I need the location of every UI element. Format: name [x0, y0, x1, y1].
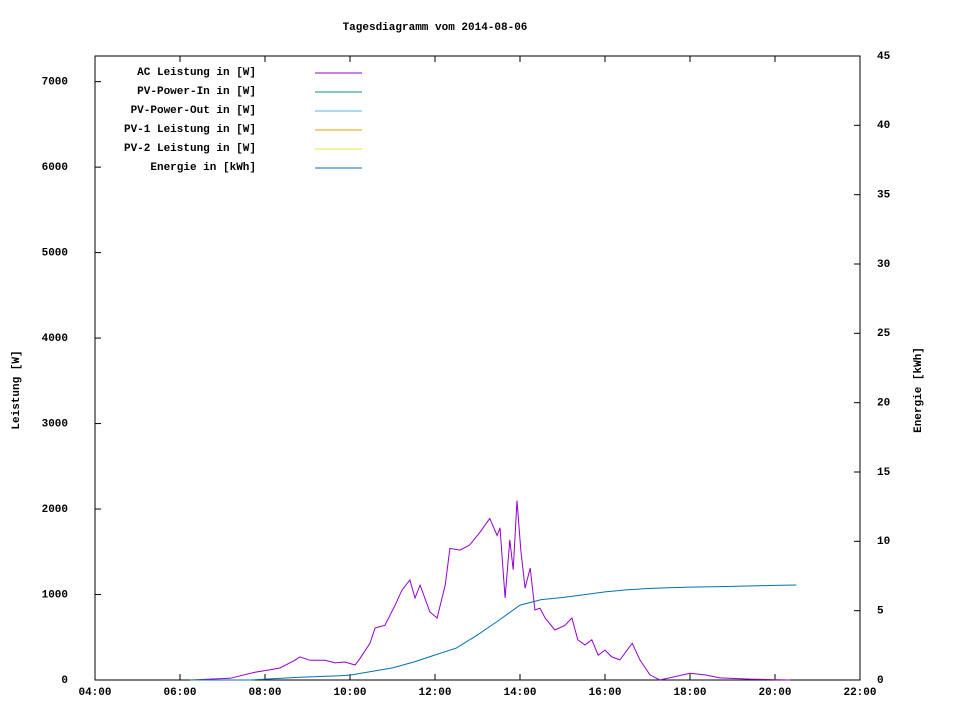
x-tick-label: 20:00 [758, 687, 791, 699]
y2-tick-label: 25 [877, 328, 891, 340]
y2-tick-label: 45 [877, 51, 891, 63]
y2-tick-label: 15 [877, 467, 891, 479]
legend-label: AC Leistung in [W] [137, 67, 256, 79]
x-tick-label: 06:00 [163, 687, 196, 699]
plot-frame [94, 55, 861, 681]
legend-label: PV-1 Leistung in [W] [124, 124, 256, 136]
y2-tick-label: 5 [877, 606, 884, 618]
y2-tick-label: 30 [877, 259, 890, 271]
y-tick-label: 4000 [42, 333, 68, 345]
y2-tick-label: 35 [877, 190, 891, 202]
legend-label: PV-2 Leistung in [W] [124, 143, 256, 155]
series-line [190, 584, 797, 681]
y-tick-label: 3000 [42, 418, 68, 430]
x-tick-label: 16:00 [588, 687, 621, 699]
x-tick-label: 04:00 [78, 687, 111, 699]
y-tick-label: 6000 [42, 162, 68, 174]
x-tick-label: 08:00 [248, 687, 281, 699]
x-tick-label: 18:00 [673, 687, 706, 699]
y2-tick-label: 10 [877, 536, 890, 548]
y2-axis-label: Energie [kWh] [913, 347, 925, 433]
series-line [190, 500, 790, 681]
y-tick-label: 1000 [42, 589, 68, 601]
x-tick-label: 14:00 [503, 687, 536, 699]
legend-label: PV-Power-In in [W] [137, 86, 256, 98]
y2-tick-label: 0 [877, 675, 884, 687]
y2-tick-label: 40 [877, 120, 890, 132]
legend-label: Energie in [kWh] [150, 162, 256, 174]
x-tick-label: 10:00 [333, 687, 366, 699]
y2-tick-label: 20 [877, 398, 890, 410]
y-axis-label: Leistung [W] [11, 350, 23, 429]
y-tick-label: 7000 [42, 77, 68, 89]
x-tick-label: 22:00 [843, 687, 876, 699]
y-tick-label: 2000 [42, 504, 68, 516]
x-tick-label: 12:00 [418, 687, 451, 699]
legend-label: PV-Power-Out in [W] [131, 105, 256, 117]
y-tick-label: 0 [61, 675, 68, 687]
y-tick-label: 5000 [42, 248, 68, 260]
chart-title: Tagesdiagramm vom 2014-08-06 [343, 22, 528, 34]
